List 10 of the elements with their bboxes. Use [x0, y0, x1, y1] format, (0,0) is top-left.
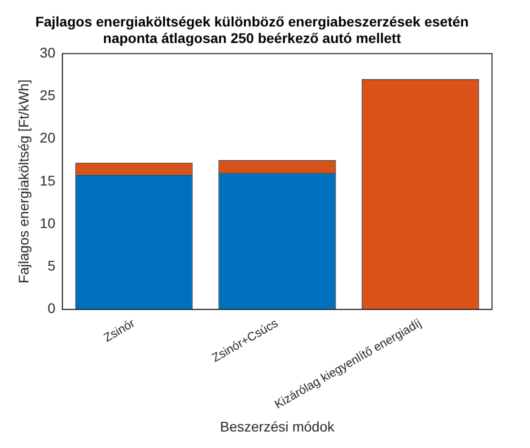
y-tick-label: 5 — [48, 258, 56, 274]
y-tick-label: 0 — [48, 300, 56, 316]
y-tick-label: 20 — [40, 130, 56, 146]
y-tick-label: 10 — [40, 214, 56, 231]
y-axis-title: Fajlagos energiaköltség [Ft/kWh] — [15, 80, 32, 284]
y-tick-label: 15 — [40, 172, 56, 188]
y-tick-label: 25 — [40, 87, 56, 104]
chart-title: Fajlagos energiaköltségek különböző energiabeszerzések esetén naponta átlagosan 250 beérkező autó mellett — [35, 13, 469, 46]
y-tick-label: 30 — [40, 44, 56, 60]
x-axis-title: Beszerzési módok — [220, 418, 336, 434]
